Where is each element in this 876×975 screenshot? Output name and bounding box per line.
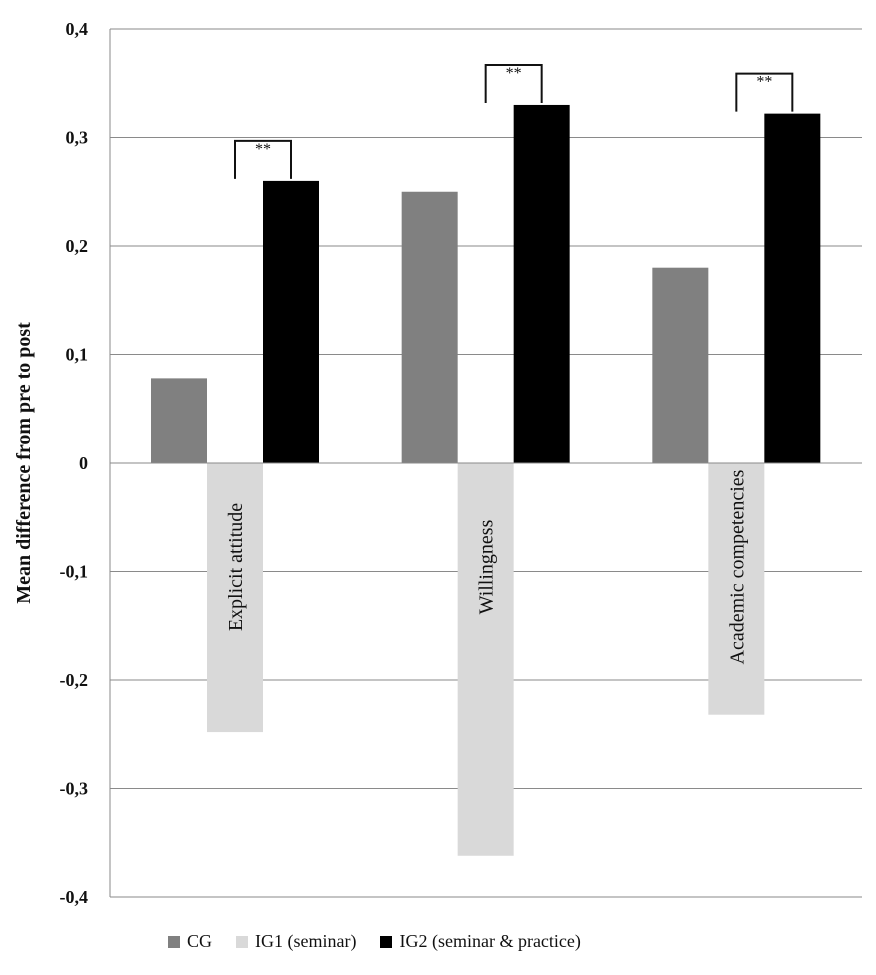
- significance-label: **: [756, 74, 772, 91]
- legend-item-ig2: IG2 (seminar & practice): [380, 931, 581, 952]
- legend-label-cg: CG: [187, 931, 213, 951]
- legend-item-cg: CG: [168, 931, 212, 952]
- bar-ig1: [708, 463, 765, 715]
- significance-bracket: [735, 72, 794, 112]
- significance-bracket: [484, 63, 543, 103]
- y-tick-label: -0,3: [60, 779, 89, 799]
- legend-item-ig1: IG1 (seminar): [236, 931, 356, 952]
- y-tick-label: -0,1: [60, 562, 89, 582]
- significance-bracket: [234, 139, 292, 179]
- legend-label-ig1: IG1 (seminar): [255, 931, 357, 951]
- bar-cg: [401, 191, 458, 463]
- bar-cg: [652, 267, 709, 463]
- category-labels: Explicit attitude Willingness Academic com…: [225, 469, 748, 664]
- y-tick-label: 0,4: [66, 19, 89, 39]
- legend-label-ig2: IG2 (seminar & practice): [399, 931, 581, 951]
- significance-label: **: [255, 141, 271, 158]
- bar-ig2: [513, 104, 570, 463]
- bar-ig2: [764, 113, 821, 463]
- legend-swatch-cg: [168, 935, 180, 948]
- bar-ig2: [263, 180, 319, 463]
- bar-ig1: [207, 463, 263, 733]
- legend-swatch-ig2: [380, 935, 393, 948]
- bars: [110, 104, 862, 856]
- category-label: Willingness: [476, 519, 498, 614]
- category-label: Explicit attitude: [225, 503, 247, 631]
- y-axis-title: Mean difference from pre to post: [13, 322, 35, 604]
- y-axis-ticks: 0,4 0,3 0,2 0,1 0 -0,1 -0,2 -0,3 -0,4: [60, 19, 89, 907]
- bar-cg: [151, 378, 207, 463]
- y-tick-label: -0,2: [60, 670, 89, 690]
- legend: CG IG1 (seminar) IG2 (seminar & practice…: [168, 931, 605, 952]
- significance-label: **: [506, 65, 522, 82]
- bar-ig1: [457, 463, 514, 856]
- y-tick-label: 0,3: [66, 128, 89, 148]
- legend-swatch-ig1: [236, 935, 249, 948]
- y-tick-label: 0,2: [66, 236, 89, 256]
- y-tick-label: 0: [79, 453, 88, 473]
- y-tick-label: -0,4: [60, 887, 89, 907]
- category-label: Academic competencies: [726, 469, 748, 664]
- y-tick-label: 0,1: [66, 345, 89, 365]
- significance-markers: ** ** **: [234, 63, 794, 179]
